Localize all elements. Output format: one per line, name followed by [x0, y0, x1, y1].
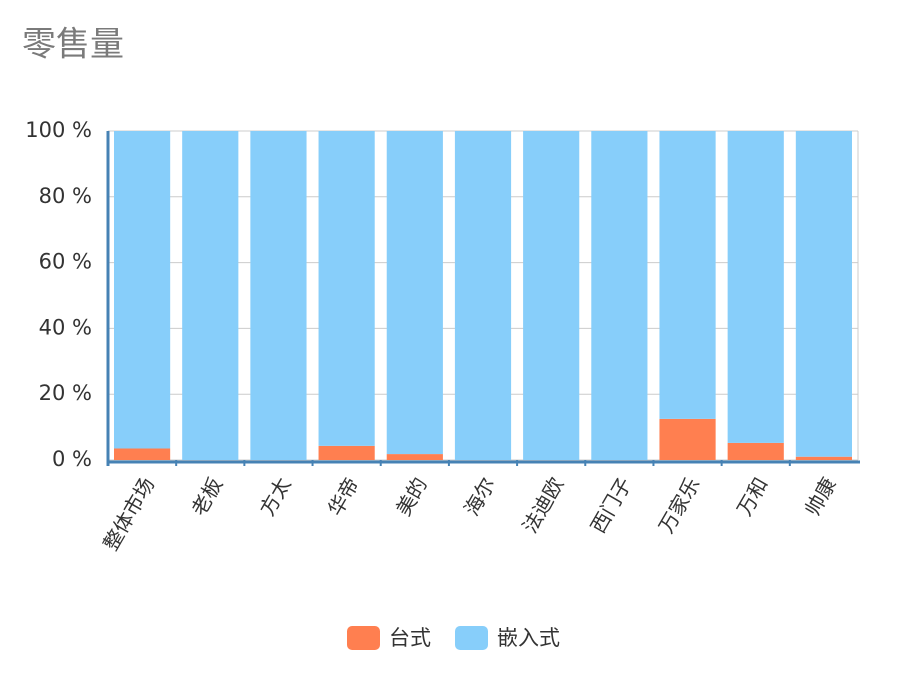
legend-label: 嵌入式: [497, 626, 560, 650]
bar-segment: [318, 445, 375, 460]
legend-swatch: [455, 626, 488, 650]
bar-segment: [182, 131, 239, 460]
bar-segment: [250, 131, 307, 460]
chart-title: 零售量: [22, 25, 124, 65]
y-tick-label: 100 %: [25, 118, 92, 142]
x-tick-label: 万和: [732, 473, 773, 520]
bar-segment: [454, 131, 512, 460]
legend-label: 台式: [389, 626, 431, 650]
bar-segment: [659, 418, 716, 460]
x-tick-label: 万家乐: [654, 473, 705, 537]
bar-segment: [795, 131, 852, 457]
bar-segment: [114, 448, 171, 460]
y-tick-label: 60 %: [39, 250, 92, 274]
y-tick-label: 80 %: [39, 184, 92, 208]
y-tick-label: 0 %: [52, 447, 92, 471]
x-tick-label: 华帝: [323, 473, 364, 520]
x-tick-label: 方太: [255, 473, 296, 520]
x-tick-label: 帅康: [800, 473, 841, 520]
bar-segment: [523, 131, 580, 460]
bar-segment: [727, 131, 784, 443]
y-tick-label: 20 %: [39, 381, 92, 405]
bar-segment: [727, 442, 784, 460]
legend-swatch: [347, 626, 380, 650]
bar-segment: [795, 456, 852, 460]
bar-segment: [659, 131, 716, 419]
bar-segment: [386, 131, 443, 455]
bar-segment: [386, 454, 443, 460]
x-tick-label: 西门子: [586, 473, 637, 537]
bar-segment: [318, 131, 375, 446]
bar-segment: [591, 131, 648, 460]
x-tick-label: 老板: [187, 473, 228, 520]
x-tick-label: 海尔: [459, 473, 500, 520]
x-tick-label: 法迪欧: [517, 473, 568, 537]
x-tick-label: 美的: [391, 473, 432, 520]
bar-segment: [114, 131, 171, 449]
y-tick-label: 40 %: [39, 315, 92, 339]
x-tick-label: 整体市场: [98, 473, 159, 554]
